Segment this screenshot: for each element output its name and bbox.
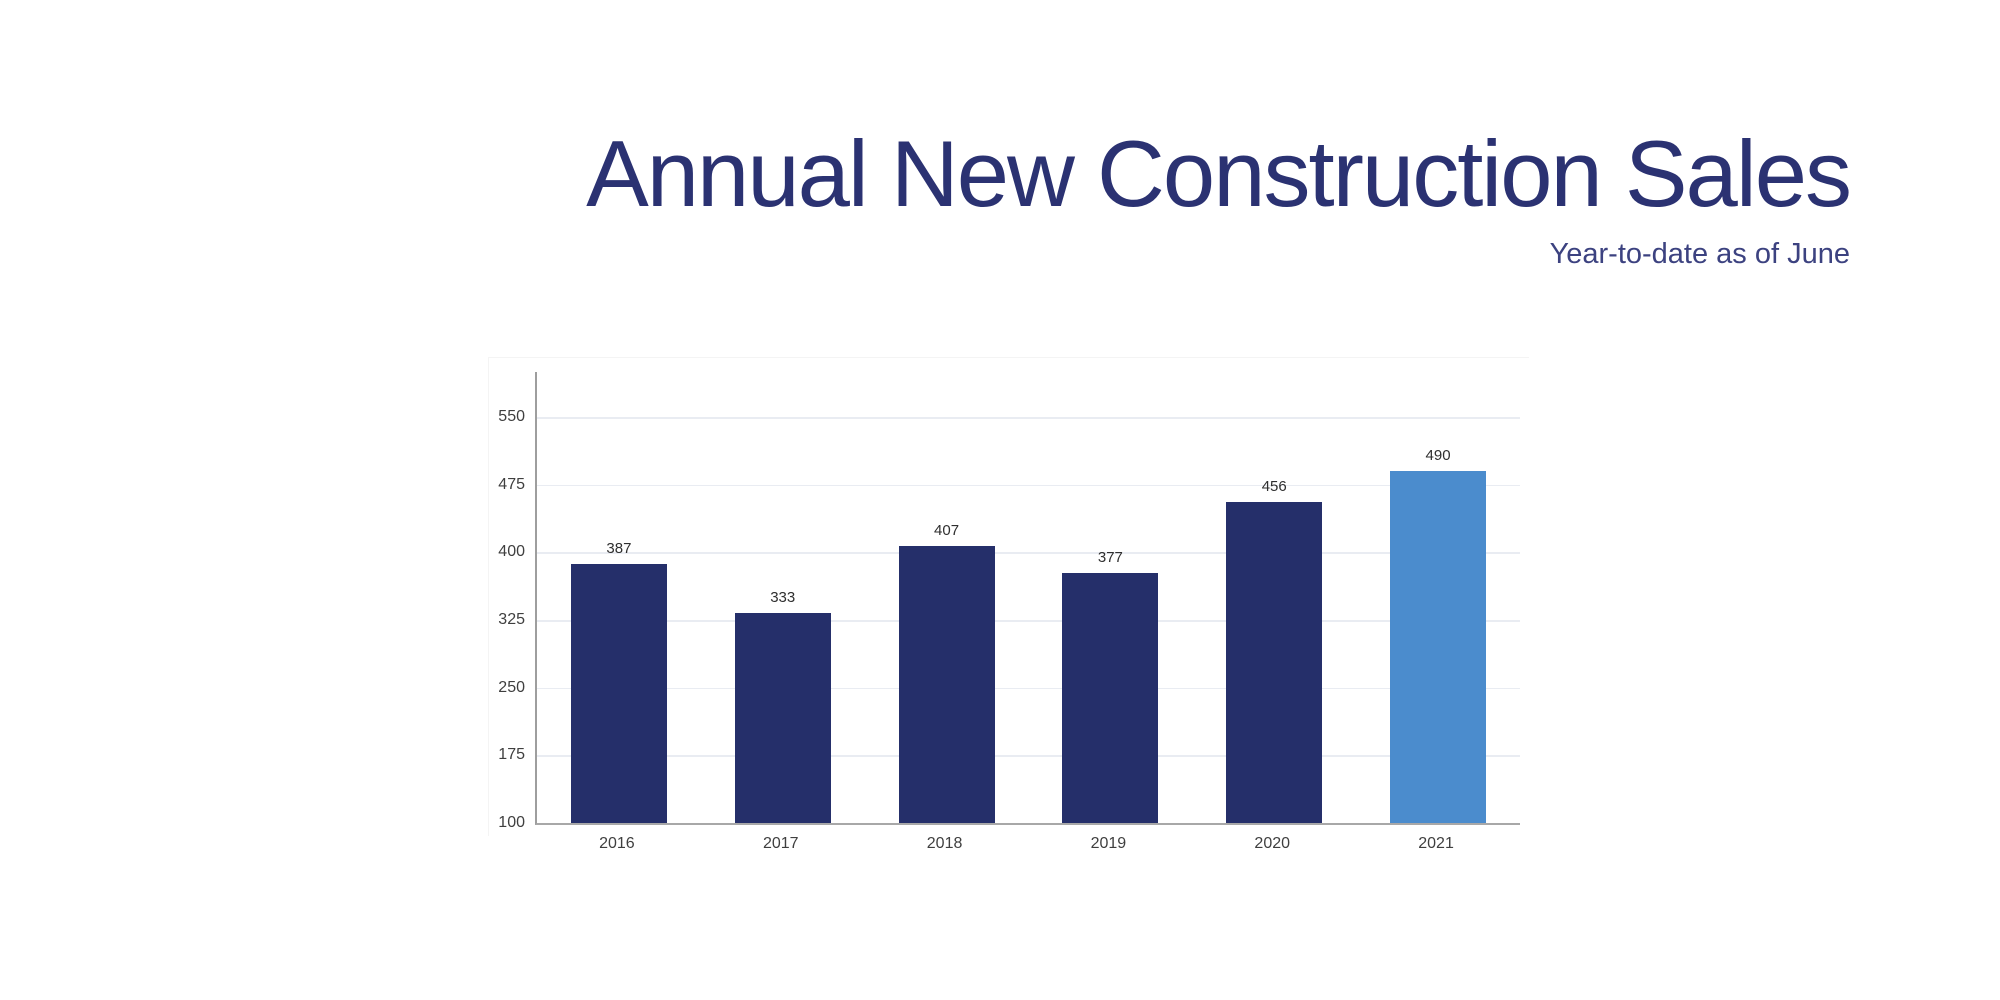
x-tick-label-2016: 2016 (599, 835, 635, 852)
chart-subtitle: Year-to-date as of June (1549, 238, 1850, 271)
bar-group-2017: 333 (734, 372, 831, 823)
bar-group-2018: 407 (898, 372, 995, 823)
bar-group-2020: 456 (1226, 372, 1323, 823)
bar-group-2019: 377 (1062, 372, 1159, 823)
bar-2020 (1226, 502, 1323, 823)
bar-value-label: 490 (1425, 447, 1451, 464)
y-tick-label-475: 475 (498, 475, 525, 493)
chart-header: Annual New Construction Sales Year-to-da… (586, 121, 1852, 272)
bar-group-2016: 387 (570, 372, 667, 823)
gridline-550 (537, 417, 1520, 419)
bar-value-label: 387 (606, 540, 632, 557)
bar-2021 (1390, 471, 1487, 823)
gridline-400 (537, 552, 1520, 554)
y-tick-label-325: 325 (498, 611, 525, 629)
y-tick-label-175: 175 (498, 746, 525, 764)
x-tick-label-2017: 2017 (762, 835, 799, 852)
bar-2019 (1062, 573, 1159, 823)
chart-title: Annual New Construction Sales (586, 121, 1852, 226)
x-tick-label-2019: 2019 (1090, 835, 1127, 852)
gridline-250 (537, 687, 1520, 690)
bars-row: 387 333 407 377 456 490 (537, 372, 1520, 823)
gridline-175 (537, 755, 1520, 757)
y-tick-label-400: 400 (498, 543, 525, 561)
bar-value-label: 377 (1097, 549, 1123, 566)
gridline-325 (537, 620, 1520, 622)
bar-value-label: 456 (1261, 478, 1287, 495)
x-tick-label-2018: 2018 (926, 835, 963, 852)
bar-2016 (570, 564, 667, 823)
y-tick-label-550: 550 (498, 408, 525, 426)
bar-group-2021: 490 (1390, 372, 1487, 823)
x-tick-label-2021: 2021 (1418, 835, 1454, 852)
plot-area: 387 333 407 377 456 490 550 475 400 325 250 175 100 (498, 372, 1520, 831)
x-axis-labels: 2016 2017 2018 2019 2020 2021 (535, 835, 1518, 853)
chart-background-panel (488, 357, 1529, 836)
bar-2017 (734, 613, 831, 823)
bar-2018 (898, 546, 995, 823)
gridline-475 (537, 484, 1520, 487)
x-tick-label-2020: 2020 (1254, 835, 1291, 852)
y-tick-label-100: 100 (498, 814, 525, 831)
bar-value-label: 407 (934, 522, 960, 539)
y-tick-label-250: 250 (498, 678, 525, 696)
bar-value-label: 333 (770, 589, 796, 606)
